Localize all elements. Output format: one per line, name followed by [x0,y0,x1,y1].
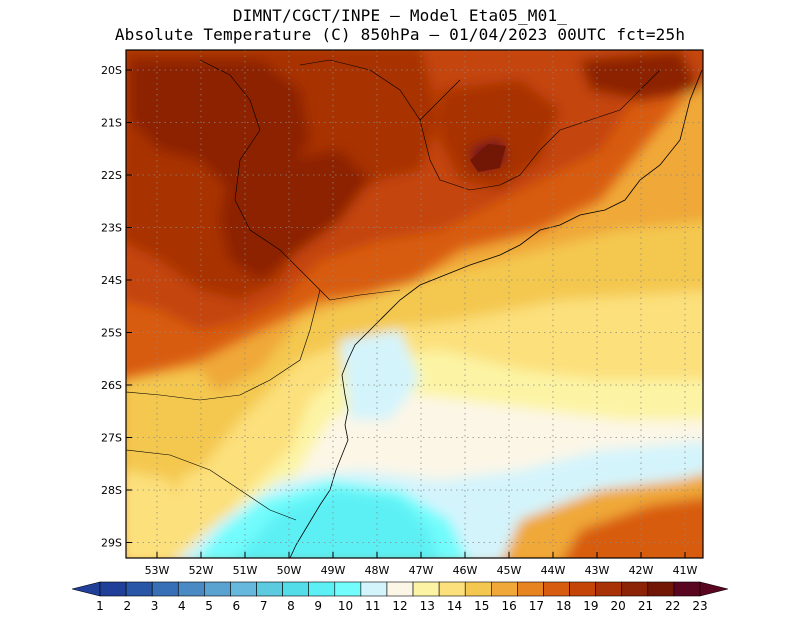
colorbar-label: 6 [233,599,241,613]
title-line-1: DIMNT/CGCT/INPE – Model Eta05_M01_ [232,6,568,25]
colorbar-swatch [99,581,127,597]
lat-label: 24S [101,274,122,287]
coastline [289,69,703,559]
lat-label: 26S [101,379,122,392]
colorbar-swatch [412,581,440,597]
lon-label: 49W [321,564,346,577]
colorbar-label: 20 [611,599,626,613]
lat-label: 28S [101,484,122,497]
colorbar-labels: 1 2 3 4 5 6 7 8 9 10 11 12 13 14 15 16 17 18 19 20 21 22 23 [96,599,707,613]
colorbar-arrow-right [699,581,729,597]
colorbar-label: 17 [529,599,544,613]
colorbar-swatch [360,581,388,597]
lon-label: 41W [673,564,698,577]
colorbar-label: 13 [420,599,435,613]
colorbar-label: 7 [260,599,268,613]
colorbar-label: 22 [665,599,680,613]
lat-label: 25S [101,327,122,340]
colorbar-swatch [491,581,518,597]
colorbar-label: 18 [556,599,571,613]
colorbar-swatch [256,581,283,597]
colorbar-label: 21 [638,599,653,613]
colorbar-label: 1 [96,599,104,613]
colorbar-label: 8 [287,599,295,613]
lat-label: 20S [101,64,122,77]
latitude-labels: 20S 21S 22S 23S 24S 25S 26S 27S 28S 29S [101,64,122,550]
lon-label: 44W [541,564,566,577]
colorbar-swatch [569,581,596,597]
colorbar-swatch [438,581,466,597]
colorbar-swatch [151,581,179,597]
lon-label: 46W [453,564,478,577]
colorbar-swatch [386,581,414,597]
colorbar-swatch [177,581,205,597]
colorbar-swatch [595,581,623,597]
lon-label: 51W [233,564,258,577]
lat-label: 27S [101,432,122,445]
colorbar-label: 12 [392,599,407,613]
colorbar-swatch [673,581,701,597]
lat-label: 22S [101,169,122,182]
colorbar-swatch [204,581,231,597]
colorbar-label: 23 [692,599,707,613]
colorbar [71,581,729,597]
lat-label: 23S [101,222,122,235]
colorbar-label: 15 [474,599,489,613]
colorbar-label: 5 [205,599,213,613]
title-line-2: Absolute Temperature (C) 850hPa – 01/04/… [114,25,686,44]
colorbar-swatch [230,581,257,597]
grid [126,50,703,558]
colorbar-label: 19 [583,599,598,613]
longitude-labels: 53W 52W 51W 50W 49W 48W 47W 46W 45W 44W 43W 42W 41W [145,564,698,577]
colorbar-label: 4 [178,599,186,613]
map-frame [125,49,704,559]
colorbar-swatch [282,581,309,597]
colorbar-swatch [647,581,675,597]
lon-label: 48W [365,564,390,577]
colorbar-swatch [464,581,492,597]
lon-label: 47W [409,564,434,577]
lon-label: 43W [585,564,610,577]
colorbar-arrow-left [71,581,101,597]
colorbar-swatch [621,581,649,597]
lat-label: 29S [101,537,122,550]
lon-label: 45W [497,564,522,577]
colorbar-swatch [125,581,153,597]
colorbar-label: 10 [338,599,353,613]
colorbar-label: 9 [314,599,322,613]
lon-label: 52W [189,564,214,577]
colorbar-label: 2 [123,599,131,613]
colorbar-swatch [334,581,362,597]
colorbar-label: 3 [151,599,159,613]
colorbar-swatch [517,581,544,597]
colorbar-label: 11 [365,599,380,613]
colorbar-label: 16 [501,599,516,613]
lon-label: 53W [145,564,170,577]
lon-label: 50W [277,564,302,577]
temperature-field [126,50,703,558]
colorbar-swatch [308,581,336,597]
lon-label: 42W [629,564,654,577]
colorbar-label: 14 [447,599,462,613]
colorbar-swatch [543,581,570,597]
lat-label: 21S [101,117,122,130]
state-borders [125,59,661,521]
